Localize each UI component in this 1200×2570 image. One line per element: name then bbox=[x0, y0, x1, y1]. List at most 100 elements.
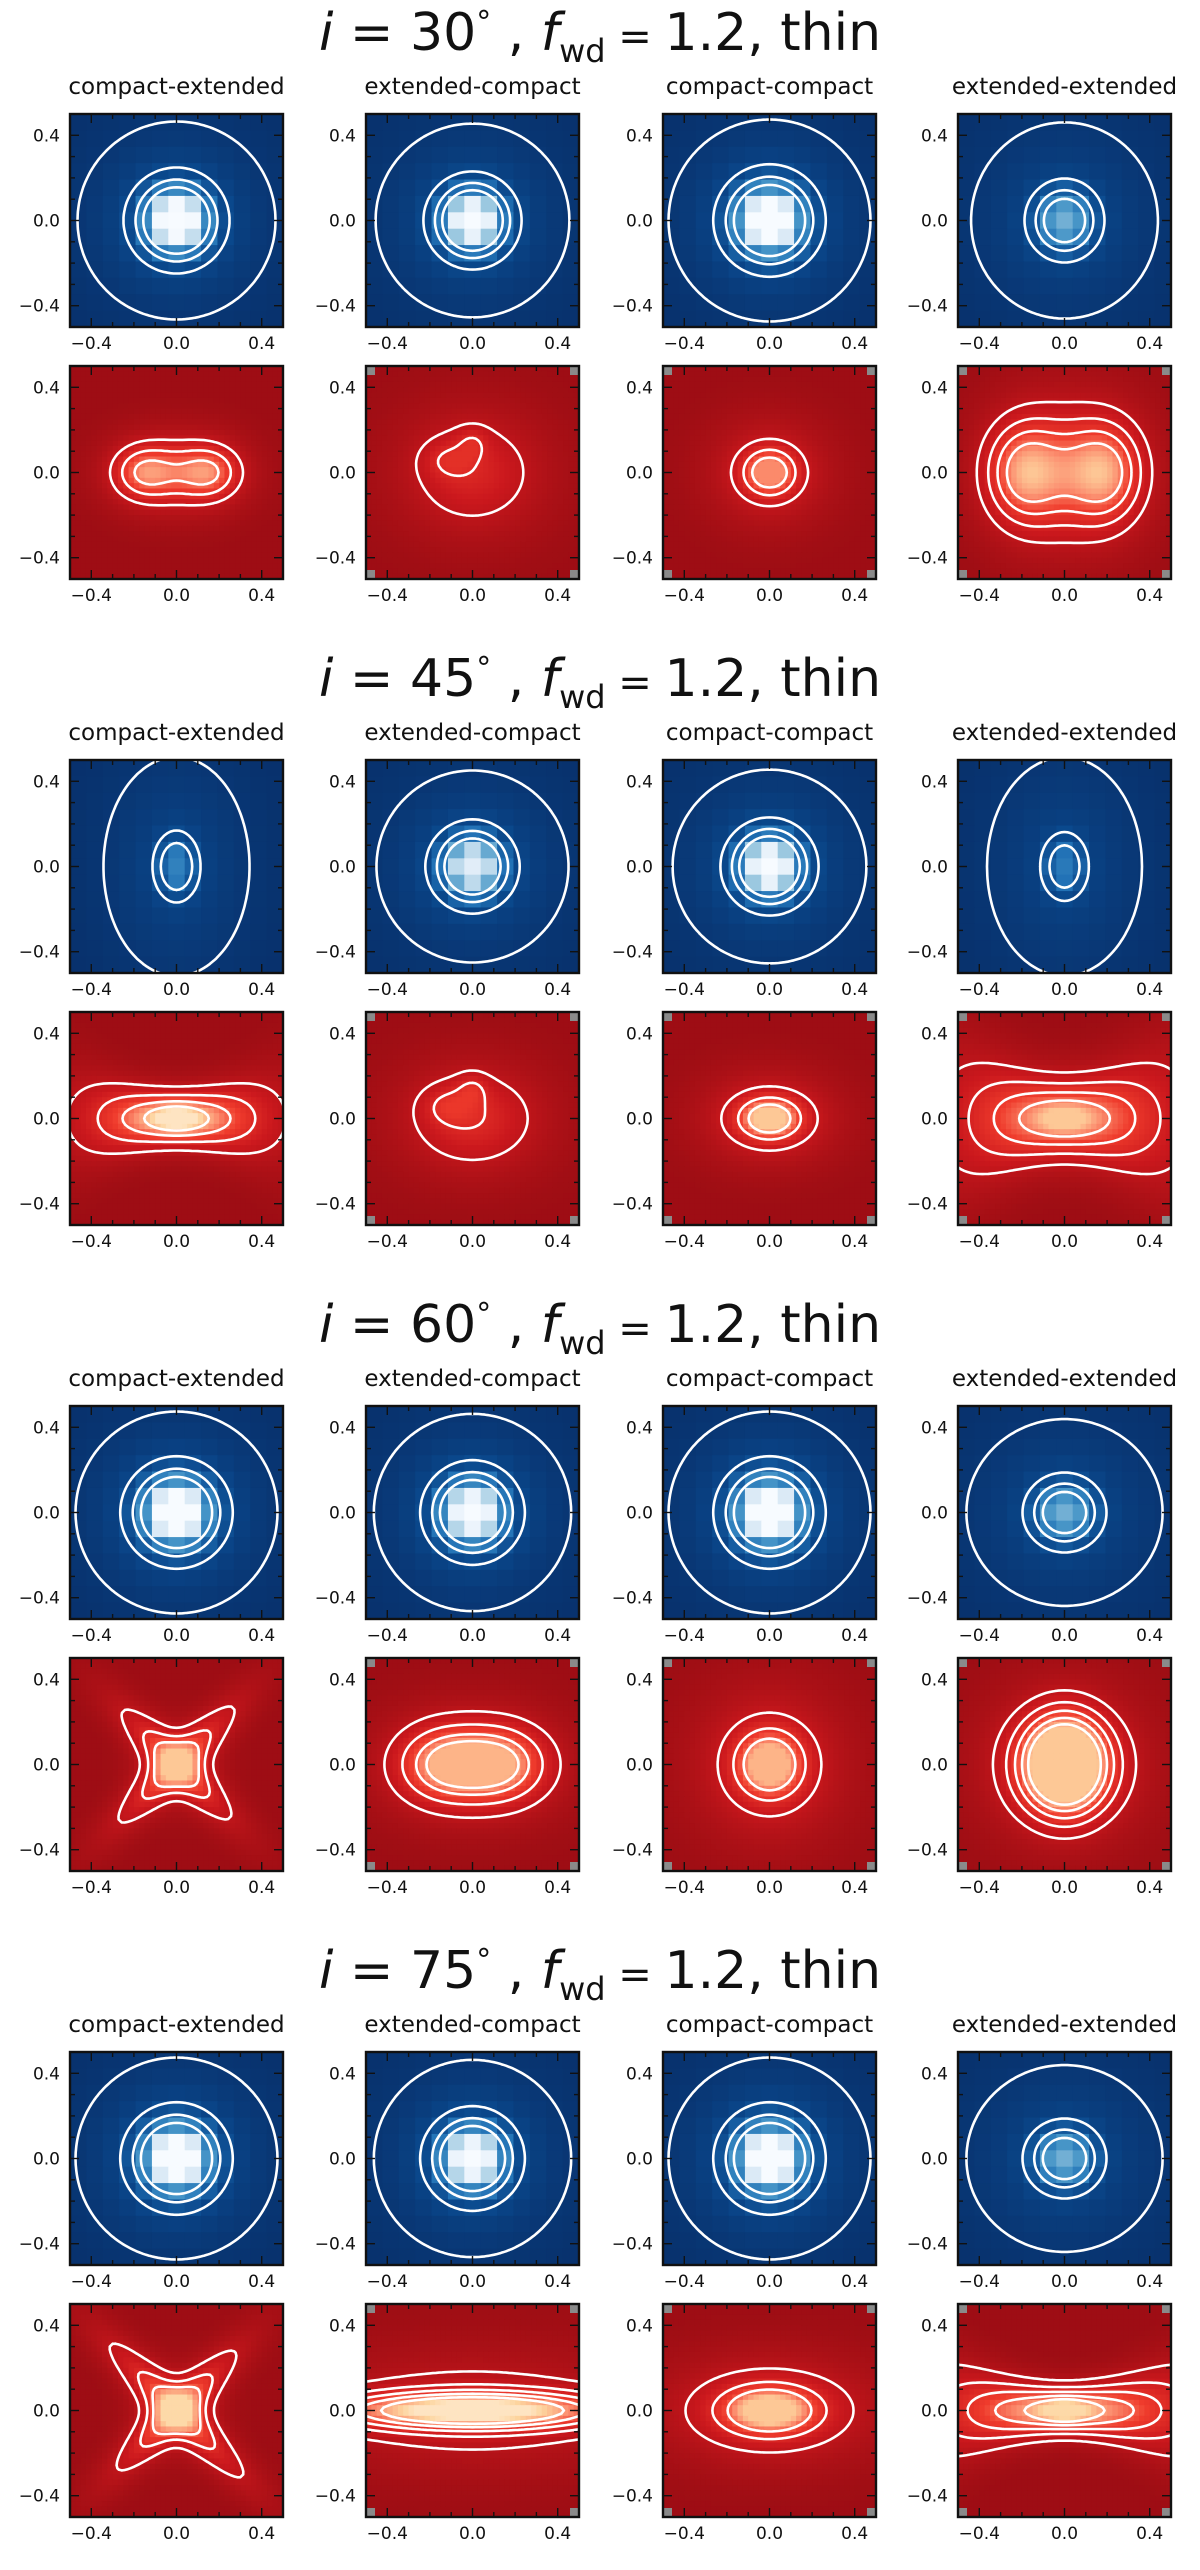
red-map-pixel bbox=[262, 393, 268, 399]
red-map-pixel bbox=[203, 377, 209, 383]
red-map-pixel bbox=[118, 430, 124, 436]
red-map-pixel bbox=[214, 393, 220, 399]
red-map-pixel bbox=[81, 393, 87, 399]
red-map-pixel bbox=[150, 414, 156, 420]
blue-map-pixel bbox=[234, 147, 251, 164]
red-map-pixel bbox=[81, 473, 87, 479]
red-map-pixel bbox=[256, 403, 262, 409]
red-map-pixel bbox=[224, 398, 230, 404]
red-map-pixel bbox=[107, 414, 113, 420]
red-map-pixel bbox=[192, 409, 198, 415]
red-map-pixel bbox=[177, 409, 183, 415]
red-map-pixel bbox=[267, 451, 273, 457]
red-map-pixel bbox=[91, 425, 97, 431]
blue-map-pixel bbox=[185, 294, 202, 311]
blue-map-pixel bbox=[267, 261, 284, 278]
red-map-pixel bbox=[171, 414, 177, 420]
red-map-pixel bbox=[182, 393, 188, 399]
red-map-pixel bbox=[145, 473, 151, 479]
red-map-pixel bbox=[256, 409, 262, 415]
red-map-pixel bbox=[230, 409, 236, 415]
red-map-pixel bbox=[187, 467, 193, 473]
red-map-pixel bbox=[145, 403, 151, 409]
blue-map-pixel bbox=[70, 147, 87, 164]
red-map-pixel bbox=[113, 403, 119, 409]
red-map-pixel bbox=[272, 393, 278, 399]
red-map-pixel bbox=[251, 473, 257, 479]
blue-map-pixel bbox=[250, 278, 267, 295]
red-map-pixel bbox=[177, 473, 183, 479]
blue-map-pixel bbox=[168, 196, 185, 213]
red-map-pixel bbox=[123, 414, 129, 420]
red-map-pixel bbox=[187, 430, 193, 436]
red-map-pixel bbox=[139, 393, 145, 399]
red-map-pixel bbox=[102, 451, 108, 457]
red-map-pixel bbox=[107, 371, 113, 377]
red-map-pixel bbox=[219, 435, 225, 441]
red-map-pixel bbox=[224, 387, 230, 393]
red-map-pixel bbox=[97, 430, 103, 436]
red-map-pixel bbox=[97, 473, 103, 479]
red-map-pixel bbox=[171, 441, 177, 447]
red-map-pixel bbox=[219, 414, 225, 420]
red-map-pixel bbox=[235, 446, 241, 452]
red-map-pixel bbox=[187, 371, 193, 377]
red-map-pixel bbox=[240, 441, 246, 447]
red-map-pixel bbox=[123, 371, 129, 377]
blue-map-pixel bbox=[217, 261, 234, 278]
red-map-pixel bbox=[246, 371, 252, 377]
red-map-pixel bbox=[139, 382, 145, 388]
red-map-pixel bbox=[118, 419, 124, 425]
red-map-pixel bbox=[262, 462, 268, 468]
red-map-pixel bbox=[214, 435, 220, 441]
red-map-pixel bbox=[166, 430, 172, 436]
red-map-pixel bbox=[86, 430, 92, 436]
blue-map-pixel bbox=[152, 130, 169, 147]
red-map-pixel bbox=[86, 403, 92, 409]
blue-map-pixel bbox=[201, 261, 218, 278]
red-map-pixel bbox=[235, 414, 241, 420]
red-map-pixel bbox=[219, 393, 225, 399]
red-map-pixel bbox=[262, 403, 268, 409]
red-map-pixel bbox=[267, 425, 273, 431]
red-map-pixel bbox=[171, 382, 177, 388]
red-map-pixel bbox=[214, 414, 220, 420]
red-map-pixel bbox=[145, 377, 151, 383]
blue-map-pixel bbox=[234, 294, 251, 311]
red-map-pixel bbox=[182, 425, 188, 431]
red-map-pixel bbox=[246, 393, 252, 399]
red-map-pixel bbox=[139, 387, 145, 393]
blue-map-pixel bbox=[70, 114, 87, 131]
red-map-pixel bbox=[187, 403, 193, 409]
red-map-pixel bbox=[86, 473, 92, 479]
red-map-pixel bbox=[113, 435, 119, 441]
red-map-pixel bbox=[267, 441, 273, 447]
red-map-pixel bbox=[123, 398, 129, 404]
red-map-pixel bbox=[251, 446, 257, 452]
red-map-pixel bbox=[123, 430, 129, 436]
blue-map-pixel bbox=[185, 130, 202, 147]
red-map-pixel bbox=[235, 387, 241, 393]
red-map-pixel bbox=[187, 377, 193, 383]
red-map-pixel bbox=[113, 371, 119, 377]
red-map-pixel bbox=[246, 382, 252, 388]
red-map-pixel bbox=[86, 457, 92, 463]
red-map-pixel bbox=[192, 473, 198, 479]
red-map-pixel bbox=[256, 473, 262, 479]
red-map-pixel bbox=[102, 414, 108, 420]
red-map-pixel bbox=[171, 419, 177, 425]
blue-map-pixel bbox=[86, 294, 103, 311]
red-map-pixel bbox=[161, 441, 167, 447]
red-map-pixel bbox=[224, 414, 230, 420]
red-map-pixel bbox=[145, 387, 151, 393]
red-map-pixel bbox=[129, 419, 135, 425]
red-map-pixel bbox=[214, 425, 220, 431]
red-map-pixel bbox=[134, 398, 140, 404]
red-map-pixel bbox=[182, 441, 188, 447]
red-map-pixel bbox=[75, 398, 81, 404]
blue-axes-xtick-label: 0.0 bbox=[163, 334, 190, 354]
red-map-pixel bbox=[192, 398, 198, 404]
red-map-pixel bbox=[182, 430, 188, 436]
red-map-pixel bbox=[91, 473, 97, 479]
red-map-pixel bbox=[203, 387, 209, 393]
